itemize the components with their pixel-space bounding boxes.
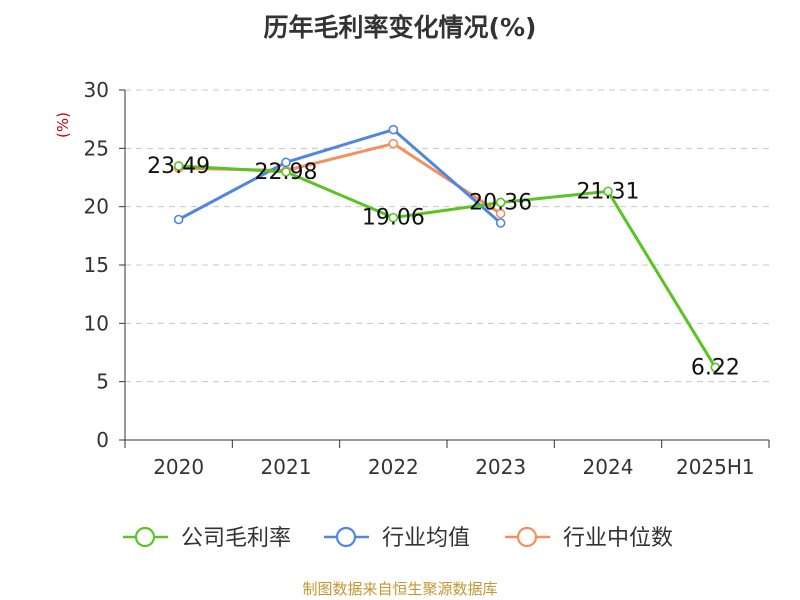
legend-label: 行业均值 xyxy=(382,526,470,551)
data-point xyxy=(388,212,399,223)
x-tick-label: 2021 xyxy=(261,455,312,479)
series-line xyxy=(178,164,717,369)
legend-marker xyxy=(134,526,156,548)
y-tick-label: 30 xyxy=(84,78,109,102)
y-tick-label: 20 xyxy=(84,195,109,219)
x-tick-label: 2024 xyxy=(583,455,634,479)
data-point xyxy=(603,186,613,197)
data-label: 19.06 xyxy=(362,206,425,231)
series-line xyxy=(177,128,502,225)
data-point xyxy=(495,218,506,228)
data-point xyxy=(173,214,184,225)
data-point xyxy=(281,167,291,177)
data-point xyxy=(495,197,506,208)
data-point xyxy=(388,124,399,135)
y-tick-label: 5 xyxy=(96,370,109,394)
x-tick-label: 2020 xyxy=(153,455,204,479)
data-label: 23.49 xyxy=(147,154,210,179)
data-label: 22.98 xyxy=(255,160,318,185)
x-tick-label: 2023 xyxy=(475,455,526,479)
data-label: 6.22 xyxy=(691,355,740,380)
x-tick-label: 2025H1 xyxy=(676,455,755,479)
y-tick-label: 0 xyxy=(96,428,109,452)
legend-label: 公司毛利率 xyxy=(181,526,291,551)
x-tick-label: 2022 xyxy=(368,455,419,479)
y-axis-label: (%) xyxy=(54,112,72,138)
data-point xyxy=(388,138,399,149)
y-tick-label: 10 xyxy=(84,311,109,335)
chart-title: 历年毛利率变化情况(%) xyxy=(263,13,537,42)
y-tick-label: 15 xyxy=(84,253,109,277)
data-label: 20.36 xyxy=(469,190,532,215)
legend-marker xyxy=(335,526,357,548)
data-label: 21.31 xyxy=(577,179,640,204)
data-point xyxy=(495,208,506,219)
data-point xyxy=(281,157,291,168)
y-tick-label: 25 xyxy=(84,136,109,160)
data-point xyxy=(710,362,721,373)
legend-marker xyxy=(516,526,538,548)
legend-label: 行业中位数 xyxy=(563,526,673,551)
source-note: 制图数据来自恒生聚源数据库 xyxy=(302,580,498,598)
series-line xyxy=(178,142,502,215)
data-point xyxy=(173,161,184,171)
